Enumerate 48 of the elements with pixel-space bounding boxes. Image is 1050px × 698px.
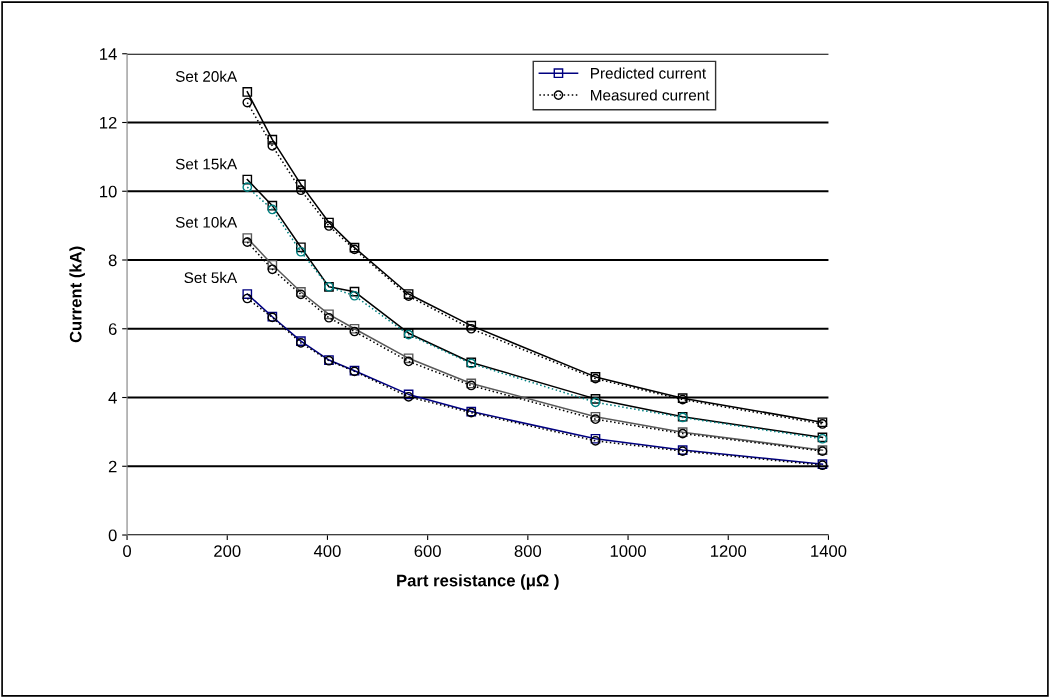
- y-tick-label: 2: [108, 460, 117, 473]
- point: [267, 200, 278, 211]
- y-tick-label: 14: [100, 48, 117, 60]
- x-tick-label: 600: [414, 545, 441, 557]
- x-tick-label: 0: [123, 545, 132, 557]
- x-tick-label: 1200: [710, 545, 747, 557]
- point: [267, 141, 278, 151]
- y-axis-title: Current (kA): [69, 246, 85, 343]
- point: [296, 242, 306, 253]
- annotation: Set 10kA: [175, 216, 238, 228]
- point: [296, 246, 306, 257]
- point: [296, 179, 306, 190]
- y-tick-label: 4: [108, 392, 117, 404]
- point: [242, 237, 253, 247]
- point: [590, 397, 601, 408]
- y-tick-label: 0: [108, 529, 117, 542]
- annotation: Set 15kA: [175, 158, 238, 170]
- point: [349, 290, 360, 301]
- point: [349, 286, 360, 297]
- annotation: Set 5kA: [184, 271, 238, 284]
- x-tick-label: 200: [214, 545, 241, 557]
- point: [296, 185, 306, 196]
- point: [267, 134, 278, 145]
- legend-label: Predicted current: [591, 67, 706, 79]
- point: [267, 204, 278, 215]
- point: [242, 293, 253, 304]
- point: [242, 233, 253, 243]
- x-tick-label: 400: [313, 545, 341, 557]
- point: [590, 394, 601, 404]
- point: [267, 264, 278, 275]
- point: [267, 259, 278, 270]
- y-tick-label: 12: [100, 116, 117, 129]
- x-tick-label: 800: [514, 545, 542, 557]
- point: [242, 182, 253, 192]
- point: [324, 221, 334, 231]
- point: [324, 217, 334, 228]
- x-tick-label: 1000: [610, 545, 646, 557]
- point: [242, 97, 253, 108]
- point: [242, 87, 253, 97]
- y-tick-label: 10: [100, 185, 117, 198]
- x-tick-label: 1400: [811, 545, 847, 557]
- annotation: Set 20kA: [175, 70, 238, 82]
- y-tick-label: 6: [108, 323, 117, 335]
- point: [242, 289, 253, 299]
- y-tick-label: 8: [108, 254, 117, 267]
- legend-label: Measured current: [591, 89, 710, 101]
- x-axis-title: Part resistance (μΩ ): [397, 574, 559, 590]
- point: [242, 174, 253, 185]
